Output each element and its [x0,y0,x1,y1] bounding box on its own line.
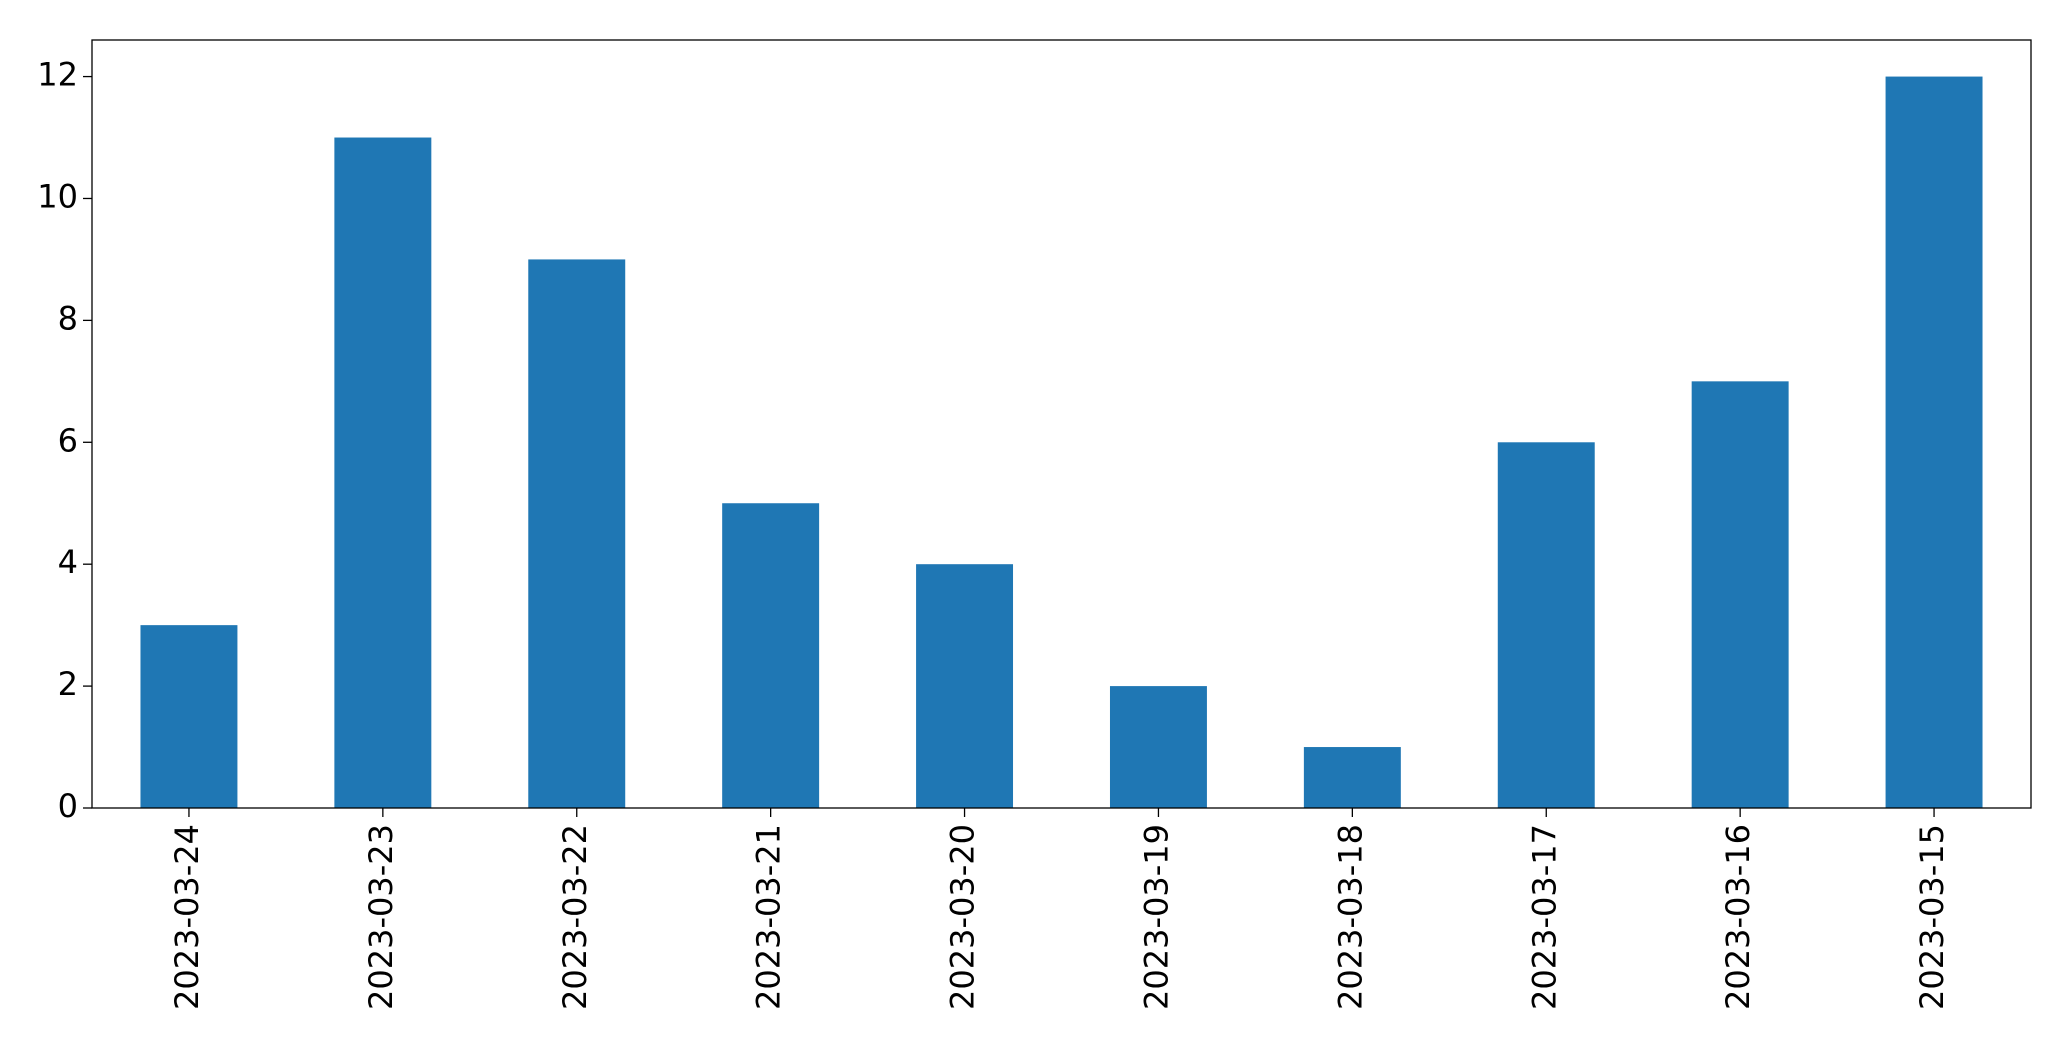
bar [334,137,432,808]
bar [528,259,626,808]
x-tick-label: 2023-03-18 [1331,824,1369,1010]
x-tick-label: 2023-03-15 [1913,824,1951,1010]
bar [1885,76,1983,809]
y-tick-label: 2 [58,665,78,703]
x-tick-label: 2023-03-23 [362,824,400,1010]
bar [722,503,820,808]
bar [1303,747,1401,808]
bar [1497,442,1595,808]
x-tick-label: 2023-03-17 [1525,824,1563,1010]
x-tick-label: 2023-03-19 [1137,824,1175,1010]
y-tick-label: 0 [58,787,78,825]
y-tick-label: 4 [58,543,78,581]
x-tick-label: 2023-03-22 [556,824,594,1010]
x-tick-label: 2023-03-16 [1719,824,1757,1010]
y-tick-label: 10 [37,177,78,215]
x-tick-label: 2023-03-21 [750,824,788,1010]
plot-frame [91,39,2032,809]
bar [1691,381,1789,808]
y-tick-label: 8 [58,299,78,337]
bar [916,564,1014,808]
x-tick-label: 2023-03-24 [168,824,206,1010]
y-tick-label: 6 [58,421,78,459]
x-tick-label: 2023-03-20 [944,824,982,1010]
bar [140,625,238,808]
y-tick-label: 12 [37,56,78,94]
bar [1109,686,1207,808]
